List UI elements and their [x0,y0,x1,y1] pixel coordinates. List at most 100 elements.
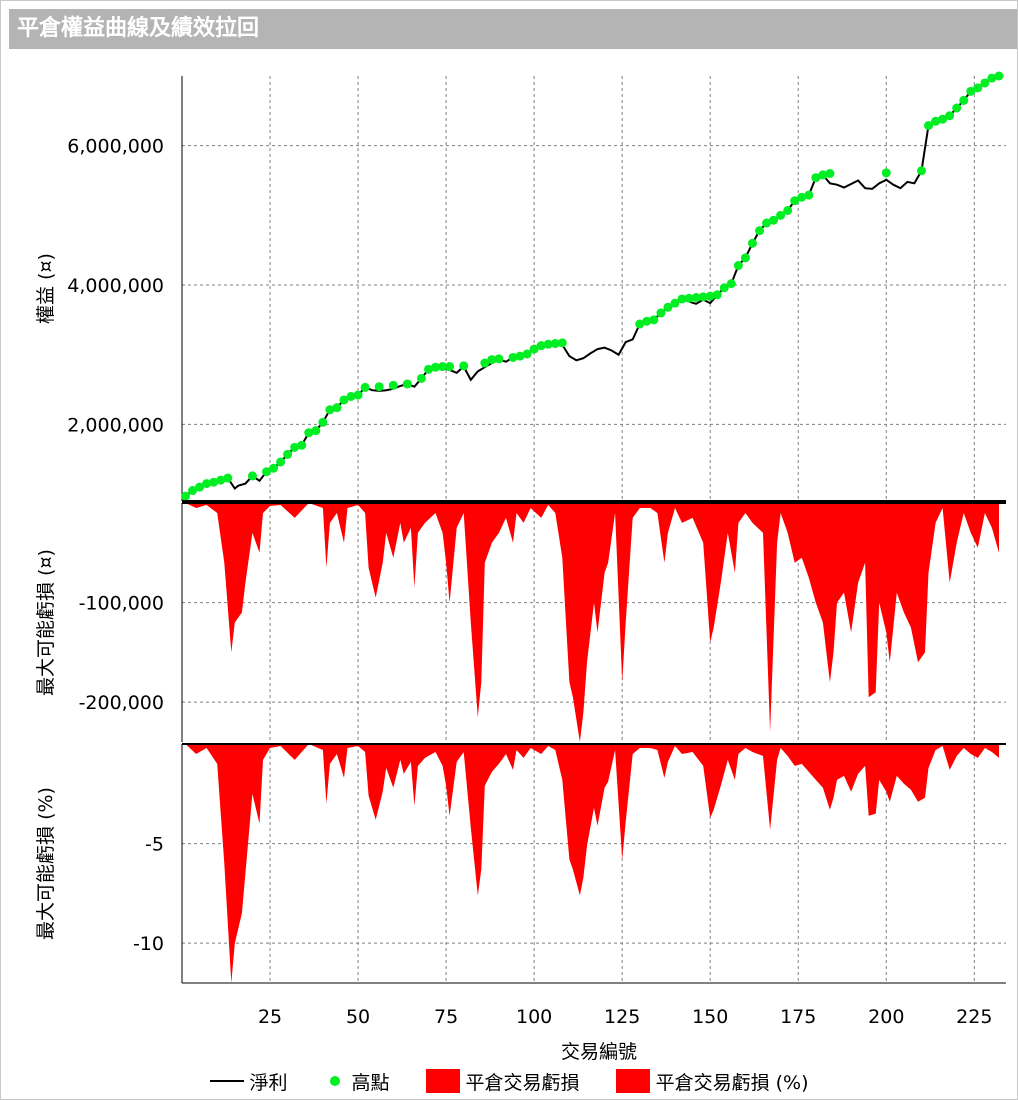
y-axis-title: 最大可能虧損 (¤) [35,549,57,696]
peak-point [712,290,722,300]
peak-point [325,405,335,415]
legend-line-swatch [209,1080,244,1082]
peak-point [311,426,321,436]
peak-point [188,486,198,496]
peak-point [304,428,314,438]
peak-point [670,298,680,308]
peak-point [987,73,997,83]
y-tick-label: -10 [133,933,164,955]
peak-point [339,395,349,405]
x-axis-title: 交易編號 [561,1041,637,1063]
peak-point [980,78,990,88]
peak-point [931,116,941,126]
peak-point [818,170,828,180]
chart-pane-3: -5 -10 最大可能虧損 (%) [35,743,1006,983]
peak-point [216,475,226,485]
drawdown-area [185,744,999,983]
peak-point [642,316,652,326]
x-tick-label: 50 [346,1006,370,1028]
peak-point [290,442,300,452]
y-tick-label: 6,000,000 [67,136,164,158]
drawdown-area [185,503,999,742]
peak-point [202,479,212,489]
peak-point [966,86,976,96]
chart-legend: 淨利 高點 平倉交易虧損 平倉交易虧損 (%) [0,1066,1018,1096]
legend-label: 高點 [351,1071,390,1094]
peak-point [705,291,715,301]
peak-point [811,173,821,183]
peak-point [360,382,370,392]
peak-point [733,261,743,271]
peak-point [959,95,969,105]
chart-pane-1: 2,000,000 4,000,000 6,000,000 權益 (¤) [35,71,1006,502]
y-tick-label: -200,000 [79,692,164,714]
peak-point [994,71,1004,81]
x-tick-label: 125 [604,1006,640,1028]
peak-point [374,382,384,392]
peak-point [522,349,532,359]
peak-point [536,341,546,351]
y-tick-label: 2,000,000 [67,414,164,436]
peak-point [297,440,307,450]
peak-point [952,103,962,113]
peak-point [508,352,518,362]
peak-point [698,292,708,302]
peak-point [973,83,983,93]
peak-point [769,215,779,225]
peak-point [283,449,293,459]
legend-label: 平倉交易虧損 (%) [655,1071,809,1094]
legend-item-drawdown: 平倉交易虧損 [425,1068,580,1095]
window-title: 平倉權益曲線及績效拉回 [9,9,1017,49]
peak-point [797,192,807,202]
legend-dot-swatch [329,1076,340,1086]
legend-box-swatch [615,1069,650,1093]
peak-point [755,226,765,236]
peak-point [762,218,772,228]
peak-point [677,294,687,304]
legend-item-peak: 高點 [324,1068,390,1095]
peak-point [487,355,497,365]
peak-point [318,417,328,427]
peak-point [740,253,750,263]
peak-point [747,238,757,248]
peak-point [209,477,219,487]
y-axis-title: 最大可能虧損 (%) [35,787,57,940]
legend-label: 平倉交易虧損 [465,1071,580,1094]
peak-point [346,391,356,401]
peak-point [388,380,398,390]
peak-point [776,210,786,220]
x-tick-label: 100 [516,1006,552,1028]
peak-point [459,361,469,371]
y-tick-label: -100,000 [79,593,164,615]
peak-point [438,362,448,372]
x-tick-label: 75 [434,1006,458,1028]
peak-point [431,362,441,372]
chart-pane-2: -100,000 -200,000 最大可能虧損 (¤) [35,502,1006,742]
peak-point [332,403,342,413]
peak-point [635,319,645,329]
peak-point [195,482,205,492]
peak-point [529,344,539,354]
peak-point [423,364,433,374]
peak-point [881,168,891,178]
peak-point [804,190,814,200]
peak-point [416,373,426,383]
peak-point [691,293,701,303]
peak-point [719,283,729,293]
x-axis: 25 50 75 100 125 150 175 200 225 交易編號 [182,982,1006,1063]
peak-point [924,120,934,130]
legend-item-drawdown-pct: 平倉交易虧損 (%) [615,1068,809,1095]
peak-point [402,379,412,389]
y-axis-title: 權益 (¤) [35,253,57,324]
legend-box-swatch [425,1069,460,1093]
peak-point [726,279,736,289]
peak-point [825,169,835,179]
peak-point [684,293,694,303]
peak-point [247,471,257,481]
peak-point [353,390,363,400]
peak-point [945,111,955,121]
peak-point [515,351,525,361]
x-tick-label: 25 [258,1006,282,1028]
peak-point [276,457,286,467]
chart-canvas: 2,000,000 4,000,000 6,000,000 權益 (¤) -100,00… [35,71,1006,1063]
